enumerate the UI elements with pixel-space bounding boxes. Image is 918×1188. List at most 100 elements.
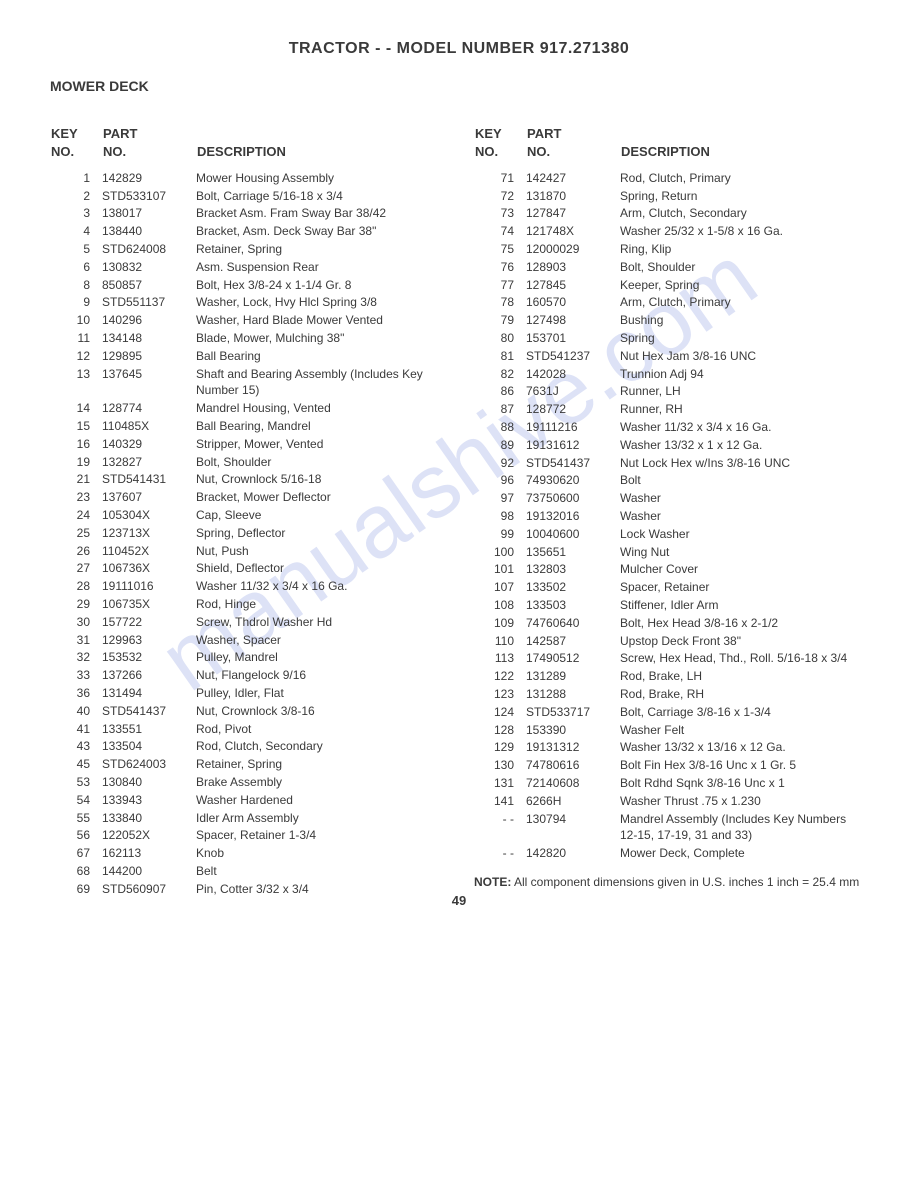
description-cell: Nut, Crownlock 5/16-18 (196, 471, 444, 489)
part-no-cell: 6266H (526, 792, 620, 810)
table-row: 13172140608Bolt Rdhd Sqnk 3/8-16 Unc x 1 (474, 774, 868, 792)
table-row: 27106736XShield, Deflector (50, 560, 444, 578)
table-row: 12129895Ball Bearing (50, 347, 444, 365)
table-row: 9STD551137Washer, Lock, Hvy Hlcl Spring … (50, 294, 444, 312)
key-no-cell: 81 (474, 347, 526, 365)
part-no-cell: 142028 (526, 365, 620, 383)
table-row: 32153532Pulley, Mandrel (50, 649, 444, 667)
description-cell: Bushing (620, 312, 868, 330)
table-row: 29106735XRod, Hinge (50, 596, 444, 614)
part-no-cell: 140329 (102, 435, 196, 453)
key-no-cell: 40 (50, 702, 102, 720)
table-row: 101132803Mulcher Cover (474, 561, 868, 579)
description-cell: Rod, Pivot (196, 720, 444, 738)
key-no-cell: 113 (474, 650, 526, 668)
table-row: 43133504Rod, Clutch, Secondary (50, 738, 444, 756)
table-row: 1142829Mower Housing Assembly (50, 169, 444, 187)
key-no-cell: 15 (50, 418, 102, 436)
part-no-cell: 106736X (102, 560, 196, 578)
key-no-cell: 27 (50, 560, 102, 578)
description-cell: Screw, Hex Head, Thd., Roll. 5/16-18 x 3… (620, 650, 868, 668)
description-cell: Washer 25/32 x 1-5/8 x 16 Ga. (620, 223, 868, 241)
key-no-cell: 131 (474, 774, 526, 792)
part-no-cell: 131288 (526, 685, 620, 703)
description-cell: Washer, Lock, Hvy Hlcl Spring 3/8 (196, 294, 444, 312)
page-title: TRACTOR - - MODEL NUMBER 917.271380 (50, 40, 868, 58)
table-row: 53130840Brake Assembly (50, 773, 444, 791)
key-no-cell: 6 (50, 258, 102, 276)
part-no-cell: 135651 (526, 543, 620, 561)
part-no-cell: 10040600 (526, 525, 620, 543)
table-row: - -142820Mower Deck, Complete (474, 845, 868, 863)
table-row: 74121748XWasher 25/32 x 1-5/8 x 16 Ga. (474, 223, 868, 241)
description-cell: Stripper, Mower, Vented (196, 435, 444, 453)
key-no-cell: 89 (474, 436, 526, 454)
part-no-cell: 850857 (102, 276, 196, 294)
table-row: 24105304XCap, Sleeve (50, 507, 444, 525)
key-no-cell: 69 (50, 880, 102, 898)
part-no-cell: 153390 (526, 721, 620, 739)
table-row: 73127847Arm, Clutch, Secondary (474, 205, 868, 223)
key-no-cell: 30 (50, 613, 102, 631)
key-no-cell: 124 (474, 703, 526, 721)
description-cell: Knob (196, 845, 444, 863)
description-cell: Retainer, Spring (196, 756, 444, 774)
part-no-cell: 74760640 (526, 614, 620, 632)
table-row: 8919131612Washer 13/32 x 1 x 12 Ga. (474, 436, 868, 454)
description-cell: Washer Thrust .75 x 1.230 (620, 792, 868, 810)
part-no-cell: 12000029 (526, 241, 620, 259)
part-no-cell: 110452X (102, 542, 196, 560)
description-cell: Cap, Sleeve (196, 507, 444, 525)
part-no-cell: STD624003 (102, 756, 196, 774)
table-row: 1416266HWasher Thrust .75 x 1.230 (474, 792, 868, 810)
key-no-cell: 2 (50, 187, 102, 205)
key-no-cell: 3 (50, 205, 102, 223)
description-cell: Nut, Push (196, 542, 444, 560)
part-no-cell: STD533107 (102, 187, 196, 205)
table-row: 26110452XNut, Push (50, 542, 444, 560)
part-no-cell: 142587 (526, 632, 620, 650)
key-no-cell: 23 (50, 489, 102, 507)
key-no-cell: 8 (50, 276, 102, 294)
header-key-no: KEYNO. (50, 124, 102, 169)
note: NOTE: All component dimensions given in … (474, 874, 868, 891)
part-no-cell: 133551 (102, 720, 196, 738)
key-no-cell: 45 (50, 756, 102, 774)
description-cell: Washer 11/32 x 3/4 x 16 Ga. (196, 578, 444, 596)
key-no-cell: 11 (50, 330, 102, 348)
description-cell: Spacer, Retainer (620, 579, 868, 597)
description-cell: Nut, Flangelock 9/16 (196, 667, 444, 685)
part-no-cell: 130794 (526, 810, 620, 845)
header-key-no: KEYNO. (474, 124, 526, 169)
parts-columns: KEYNO. PARTNO. DESCRIPTION 1142829Mower … (50, 124, 868, 898)
description-cell: Spacer, Retainer 1-3/4 (196, 827, 444, 845)
description-cell: Washer (620, 490, 868, 508)
key-no-cell: 19 (50, 453, 102, 471)
key-no-cell: 16 (50, 435, 102, 453)
key-no-cell: 26 (50, 542, 102, 560)
description-cell: Nut Lock Hex w/Ins 3/8-16 UNC (620, 454, 868, 472)
part-no-cell: 128772 (526, 401, 620, 419)
key-no-cell: 98 (474, 508, 526, 526)
description-cell: Upstop Deck Front 38" (620, 632, 868, 650)
description-cell: Washer 13/32 x 13/16 x 12 Ga. (620, 739, 868, 757)
table-row: 54133943Washer Hardened (50, 791, 444, 809)
description-cell: Rod, Hinge (196, 596, 444, 614)
description-cell: Trunnion Adj 94 (620, 365, 868, 383)
note-text: All component dimensions given in U.S. i… (514, 875, 859, 889)
table-row: 45STD624003Retainer, Spring (50, 756, 444, 774)
key-no-cell: 33 (50, 667, 102, 685)
part-no-cell: 127847 (526, 205, 620, 223)
description-cell: Washer Hardened (196, 791, 444, 809)
table-row: 107133502Spacer, Retainer (474, 579, 868, 597)
parts-table-right: KEYNO. PARTNO. DESCRIPTION 71142427Rod, … (474, 124, 868, 862)
part-no-cell: 157722 (102, 613, 196, 631)
part-no-cell: 133943 (102, 791, 196, 809)
description-cell: Bolt Fin Hex 3/8-16 Unc x 1 Gr. 5 (620, 757, 868, 775)
key-no-cell: 25 (50, 524, 102, 542)
description-cell: Arm, Clutch, Primary (620, 294, 868, 312)
description-cell: Asm. Suspension Rear (196, 258, 444, 276)
key-no-cell: 1 (50, 169, 102, 187)
key-no-cell: 109 (474, 614, 526, 632)
description-cell: Brake Assembly (196, 773, 444, 791)
